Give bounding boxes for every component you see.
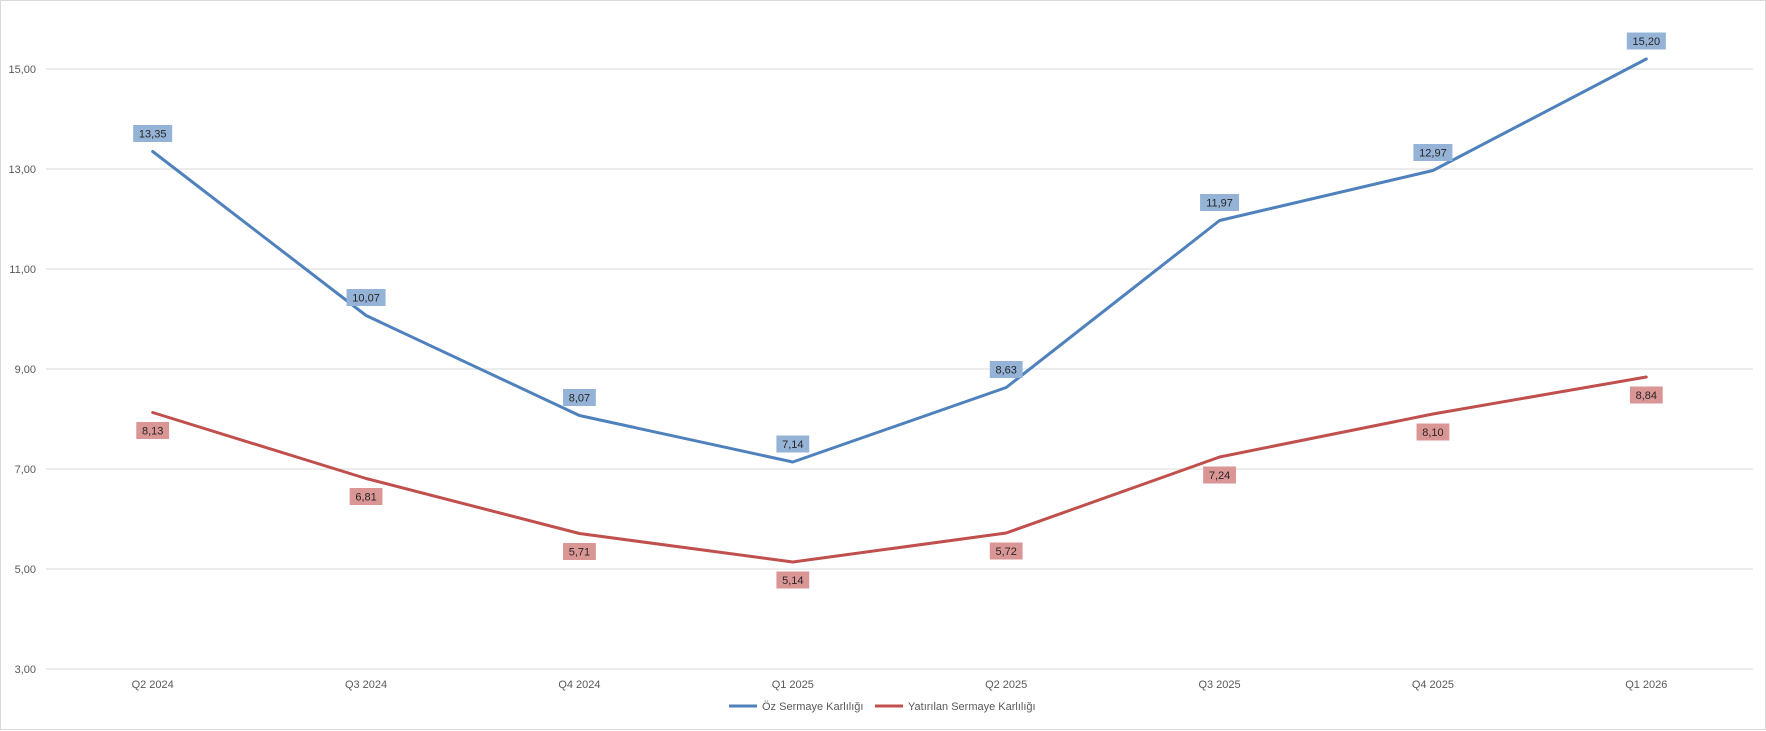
data-label-text: 11,97 xyxy=(1206,198,1233,210)
series-line-1 xyxy=(151,57,1648,464)
x-tick-label: Q2 2024 xyxy=(132,679,174,691)
y-tick-label: 9,00 xyxy=(15,364,36,376)
x-tick-label: Q1 2026 xyxy=(1625,679,1667,691)
x-tick-label: Q4 2024 xyxy=(558,679,600,691)
data-label: 8,84 xyxy=(1629,386,1663,404)
data-label-box xyxy=(563,389,596,406)
legend: Öz Sermaye Karlılığı Yatırılan Sermaye Ka… xyxy=(729,701,1036,713)
y-tick-label: 3,00 xyxy=(15,664,36,676)
data-label: 8,07 xyxy=(563,389,596,406)
legend-item-1: Öz Sermaye Karlılığı xyxy=(729,701,863,713)
series-lines xyxy=(151,57,1648,564)
data-label-text: 5,14 xyxy=(782,575,803,587)
data-label: 5,71 xyxy=(563,543,596,560)
data-label-box xyxy=(989,361,1023,378)
data-label-box xyxy=(1629,386,1663,404)
data-label-box xyxy=(563,543,596,560)
data-labels: 13,35 10,07 8,07 7,14 8,63 11,97 12,97 15,20 8,1… xyxy=(133,32,1666,589)
series-line-2 xyxy=(151,375,1648,564)
data-label-box xyxy=(776,435,810,453)
gridlines xyxy=(46,68,1753,670)
data-label-text: 6,81 xyxy=(355,492,376,504)
data-label-text: 8,63 xyxy=(995,365,1016,377)
y-axis-tick-labels: 3,00 5,00 7,00 9,00 11,00 13,00 15,00 xyxy=(8,64,36,676)
data-label-text: 15,20 xyxy=(1633,36,1661,48)
x-axis-tick-labels: Q2 2024 Q3 2024 Q4 2024 Q1 2025 Q2 2025 Q3 20… xyxy=(132,679,1668,691)
data-label-box xyxy=(989,542,1023,560)
data-label-box xyxy=(346,289,386,306)
data-label-box xyxy=(1626,32,1666,50)
x-tick-label: Q1 2025 xyxy=(772,679,814,691)
data-label: 6,81 xyxy=(349,488,383,505)
data-label-box xyxy=(1413,144,1453,161)
data-label-text: 8,10 xyxy=(1422,427,1443,439)
data-label: 15,20 xyxy=(1626,32,1666,50)
data-label-text: 8,84 xyxy=(1636,390,1657,402)
data-label-text: 7,14 xyxy=(782,439,803,451)
data-label: 5,72 xyxy=(989,542,1023,560)
data-label: 7,14 xyxy=(776,435,810,453)
x-tick-label: Q3 2025 xyxy=(1198,679,1240,691)
legend-label: Öz Sermaye Karlılığı xyxy=(762,701,863,713)
data-label-box xyxy=(349,488,383,505)
y-tick-label: 15,00 xyxy=(8,64,36,76)
data-label-text: 5,71 xyxy=(569,547,590,559)
data-label: 8,63 xyxy=(989,361,1023,378)
data-label: 8,13 xyxy=(136,422,170,439)
data-label-box xyxy=(133,125,173,142)
data-label-box xyxy=(1416,423,1450,441)
x-tick-label: Q4 2025 xyxy=(1412,679,1454,691)
data-label-text: 13,35 xyxy=(139,129,167,141)
data-label-box xyxy=(776,571,810,589)
data-label-text: 7,24 xyxy=(1209,470,1230,482)
x-tick-label: Q3 2024 xyxy=(345,679,387,691)
data-label: 8,10 xyxy=(1416,423,1450,441)
legend-item-2: Yatırılan Sermaye Karlılığı xyxy=(875,701,1036,713)
data-label-text: 8,07 xyxy=(569,393,590,405)
data-label: 12,97 xyxy=(1413,144,1453,161)
data-label-box xyxy=(1200,194,1240,211)
data-label: 10,07 xyxy=(346,289,386,306)
data-label: 7,24 xyxy=(1203,466,1236,484)
y-tick-label: 11,00 xyxy=(9,264,36,276)
data-label-text: 5,72 xyxy=(995,546,1016,558)
data-label: 11,97 xyxy=(1200,194,1240,211)
y-tick-label: 13,00 xyxy=(8,164,36,176)
x-tick-label: Q2 2025 xyxy=(985,679,1027,691)
data-label-text: 8,13 xyxy=(142,426,163,438)
legend-label: Yatırılan Sermaye Karlılığı xyxy=(908,701,1036,713)
data-label-text: 12,97 xyxy=(1419,148,1447,160)
data-label-box xyxy=(1203,466,1236,484)
data-label-text: 10,07 xyxy=(352,293,380,305)
y-tick-label: 7,00 xyxy=(15,464,36,476)
data-label: 5,14 xyxy=(776,571,810,589)
data-label-box xyxy=(136,422,170,439)
data-label: 13,35 xyxy=(133,125,173,142)
y-tick-label: 5,00 xyxy=(15,564,36,576)
